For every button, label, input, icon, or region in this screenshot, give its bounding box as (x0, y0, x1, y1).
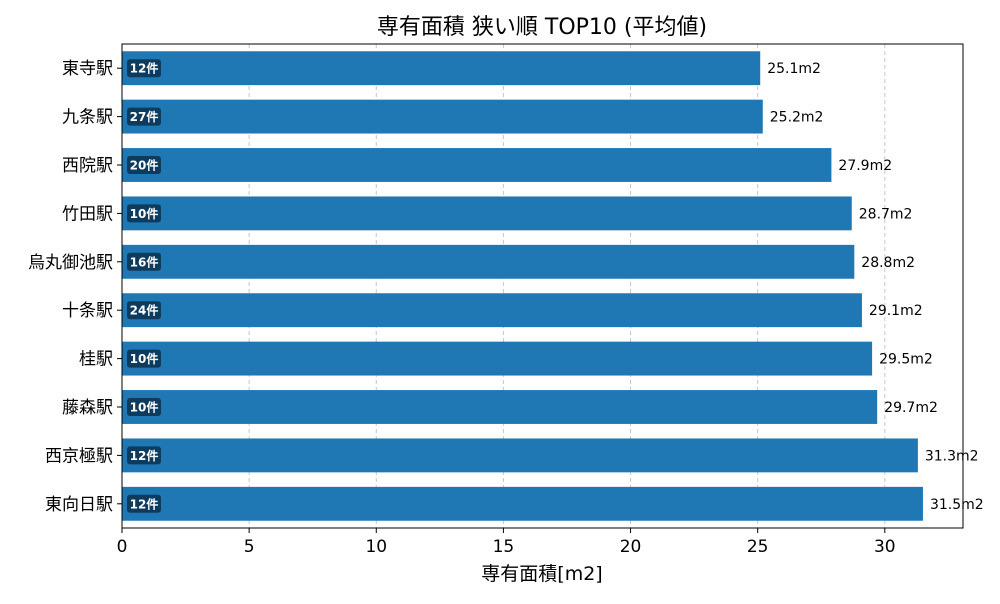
bar (122, 438, 918, 473)
bar (122, 486, 923, 521)
bar (122, 341, 873, 376)
count-label: 16件 (130, 254, 159, 269)
x-tick-label: 10 (365, 537, 387, 557)
x-tick-label: 5 (244, 537, 255, 557)
count-label: 12件 (130, 448, 159, 463)
bars: 12件 25.1m2 27件 25.2m2 20件 27.9m2 10件 28.7m2 16件 2… (122, 51, 984, 521)
count-badge (127, 204, 161, 223)
x-tick-label: 15 (493, 537, 515, 557)
value-label: 28.8m2 (861, 255, 915, 271)
y-tick-label: 西院駅 (62, 156, 113, 176)
count-label: 24件 (130, 303, 159, 318)
y-tick-label: 烏丸御池駅 (28, 253, 113, 273)
count-label: 10件 (130, 351, 159, 366)
y-tick-label: 桂駅 (79, 350, 113, 370)
count-badge (127, 156, 161, 174)
count-label: 10件 (130, 206, 159, 221)
bar (122, 390, 878, 424)
y-tick-label: 西京極駅 (45, 446, 113, 466)
bar (122, 293, 862, 328)
y-tick-label: 東向日駅 (45, 495, 113, 515)
count-badge (127, 349, 161, 368)
value-label: 25.1m2 (767, 61, 821, 77)
count-label: 12件 (130, 496, 159, 511)
x-tick-label: 0 (117, 537, 128, 557)
count-badge (127, 494, 161, 513)
count-label: 10件 (130, 400, 159, 415)
count-badge (127, 398, 161, 416)
count-label: 27件 (130, 109, 159, 124)
value-label: 29.7m2 (884, 400, 938, 416)
x-tick-label: 30 (874, 537, 896, 557)
bar (122, 99, 763, 134)
value-label: 28.7m2 (859, 206, 913, 222)
y-tick-label: 十条駅 (62, 301, 113, 321)
value-label: 31.3m2 (925, 448, 979, 464)
value-label: 25.2m2 (770, 110, 824, 126)
value-label: 31.5m2 (930, 497, 984, 513)
count-label: 12件 (130, 61, 159, 76)
bar (122, 51, 761, 86)
count-badge (127, 301, 161, 320)
count-badge (127, 446, 161, 465)
x-tick-label: 25 (747, 537, 769, 557)
value-label: 27.9m2 (838, 158, 892, 174)
value-label: 29.5m2 (879, 352, 933, 368)
y-tick-label: 藤森駅 (62, 398, 113, 418)
count-badge (127, 252, 161, 271)
y-tick-label: 竹田駅 (62, 204, 113, 224)
x-tick-label: 20 (620, 537, 642, 557)
bar (122, 244, 855, 279)
count-label: 20件 (130, 158, 159, 173)
count-badge (127, 59, 161, 78)
bar (122, 196, 852, 231)
chart-title: 専有面積 狭い順 TOP10 (平均値) (377, 15, 707, 40)
plot-frame (121, 43, 964, 529)
value-label: 29.1m2 (869, 303, 923, 319)
y-tick-label: 東寺駅 (62, 59, 113, 79)
count-badge (127, 107, 161, 126)
x-axis-label: 専有面積[m2] (481, 563, 602, 585)
bar (122, 148, 832, 182)
y-tick-label: 九条駅 (62, 108, 113, 128)
